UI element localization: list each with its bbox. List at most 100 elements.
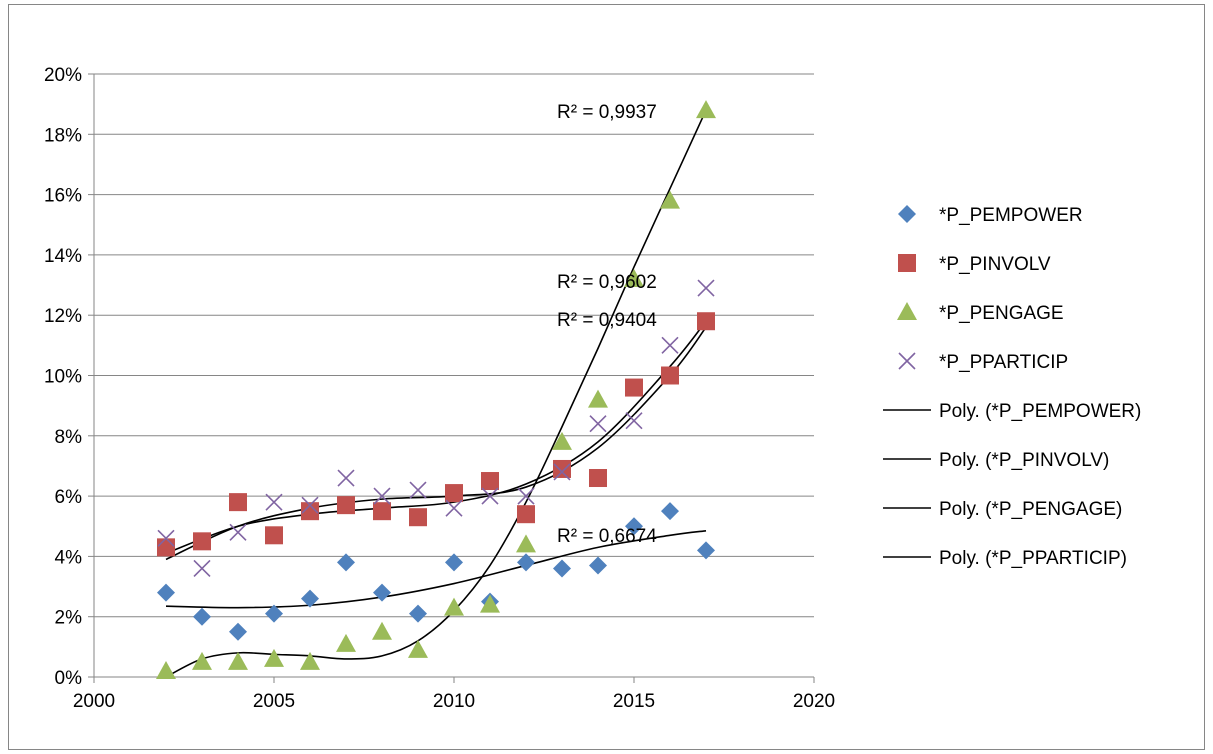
data-point [445,484,463,503]
data-point [445,553,463,572]
data-point [373,502,391,521]
legend-label: *P_PEMPOWER [939,205,1083,226]
data-point [589,415,607,433]
data-point [660,190,680,209]
legend-label: Poly. (*P_PPARTICIP) [939,548,1127,569]
x-tick-label: 2015 [613,691,655,712]
data-point [409,508,427,527]
data-point [157,538,175,557]
data-point [588,389,608,408]
data-point [372,621,392,640]
data-point [625,412,643,430]
legend-label: Poly. (*P_PEMPOWER) [939,401,1141,422]
data-point [228,651,248,670]
data-point [517,505,535,524]
data-point [624,269,644,288]
data-point [301,589,319,608]
chart-frame [8,4,1205,750]
data-point [409,481,427,499]
data-point [229,523,247,541]
data-point [444,597,464,616]
legend-marker [898,352,916,370]
data-point [157,583,175,602]
data-point [337,553,355,572]
data-point [300,651,320,670]
legend-label: *P_PPARTICIP [939,352,1068,373]
data-point [193,532,211,551]
data-point [516,534,536,553]
data-point [193,559,211,578]
y-tick-label: 0% [55,668,83,689]
data-point [337,496,355,515]
data-point [193,607,211,626]
data-point [192,651,212,670]
data-point [337,469,355,487]
data-point [552,431,572,450]
y-tick-label: 20% [44,65,82,86]
data-point [661,366,679,385]
legend-marker [898,205,916,223]
y-tick-label: 18% [44,125,82,146]
x-tick-label: 2010 [433,691,475,712]
data-point [265,526,283,545]
gridlines [94,73,814,618]
data-point [517,553,535,572]
data-point [480,594,500,613]
data-point [553,559,571,578]
data-point [336,633,356,652]
data-point [481,487,499,505]
legend-label: *P_PENGAGE [939,303,1064,324]
axes: 0% 2% 4% 6% 8% 10% 12% 14% 16% 18% 20% 2000 2005 2010… [44,65,835,712]
data-point [373,583,391,602]
data-point [265,604,283,623]
x-tick-label: 2005 [253,691,295,712]
data-point [696,100,716,119]
y-tick-label: 16% [44,186,82,207]
data-point [697,279,715,297]
legend-label: Poly. (*P_PINVOLV) [939,450,1109,471]
data-point [553,463,571,481]
legend-marker [898,254,916,272]
r2-label: R² = 0,6674 [557,526,657,547]
data-point [264,648,284,667]
r2-labels: R² = 0,6674 R² = 0,9404 R² = 0,9937 R² = 0,… [557,102,657,547]
data-point [589,556,607,575]
y-tick-label: 6% [55,487,83,508]
data-point [229,622,247,641]
data-points [156,100,716,679]
legend-label: Poly. (*P_PENGAGE) [939,499,1122,520]
data-point [589,469,607,488]
data-point [301,496,319,514]
y-tick-label: 12% [44,306,82,327]
legend: *P_PEMPOWER *P_PINVOLV *P_PENGAGE *P_PPARTI… [883,205,1141,569]
data-point [229,493,247,512]
trendline [165,529,707,609]
data-point [625,517,643,536]
data-point [265,493,283,511]
x-tick-label: 2000 [73,691,115,712]
data-point [517,487,535,505]
data-point [301,502,319,521]
data-point [553,459,571,478]
y-tick-label: 10% [44,367,82,388]
data-point [697,541,715,560]
data-point [481,472,499,491]
r2-label: R² = 0,9404 [557,310,657,331]
data-point [157,529,175,547]
data-point [409,604,427,623]
x-tick-label: 2020 [793,691,835,712]
y-tick-label: 14% [44,246,82,267]
r2-label: R² = 0,9937 [557,102,657,123]
data-point [156,660,176,679]
data-point [661,502,679,521]
data-point [697,312,715,331]
legend-label: *P_PINVOLV [939,254,1051,275]
data-point [445,499,463,517]
legend-marker [897,302,917,320]
r2-label: R² = 0,9602 [557,272,657,293]
data-point [661,336,679,354]
data-point [625,378,643,397]
trendline [165,320,707,555]
data-point [408,639,428,658]
